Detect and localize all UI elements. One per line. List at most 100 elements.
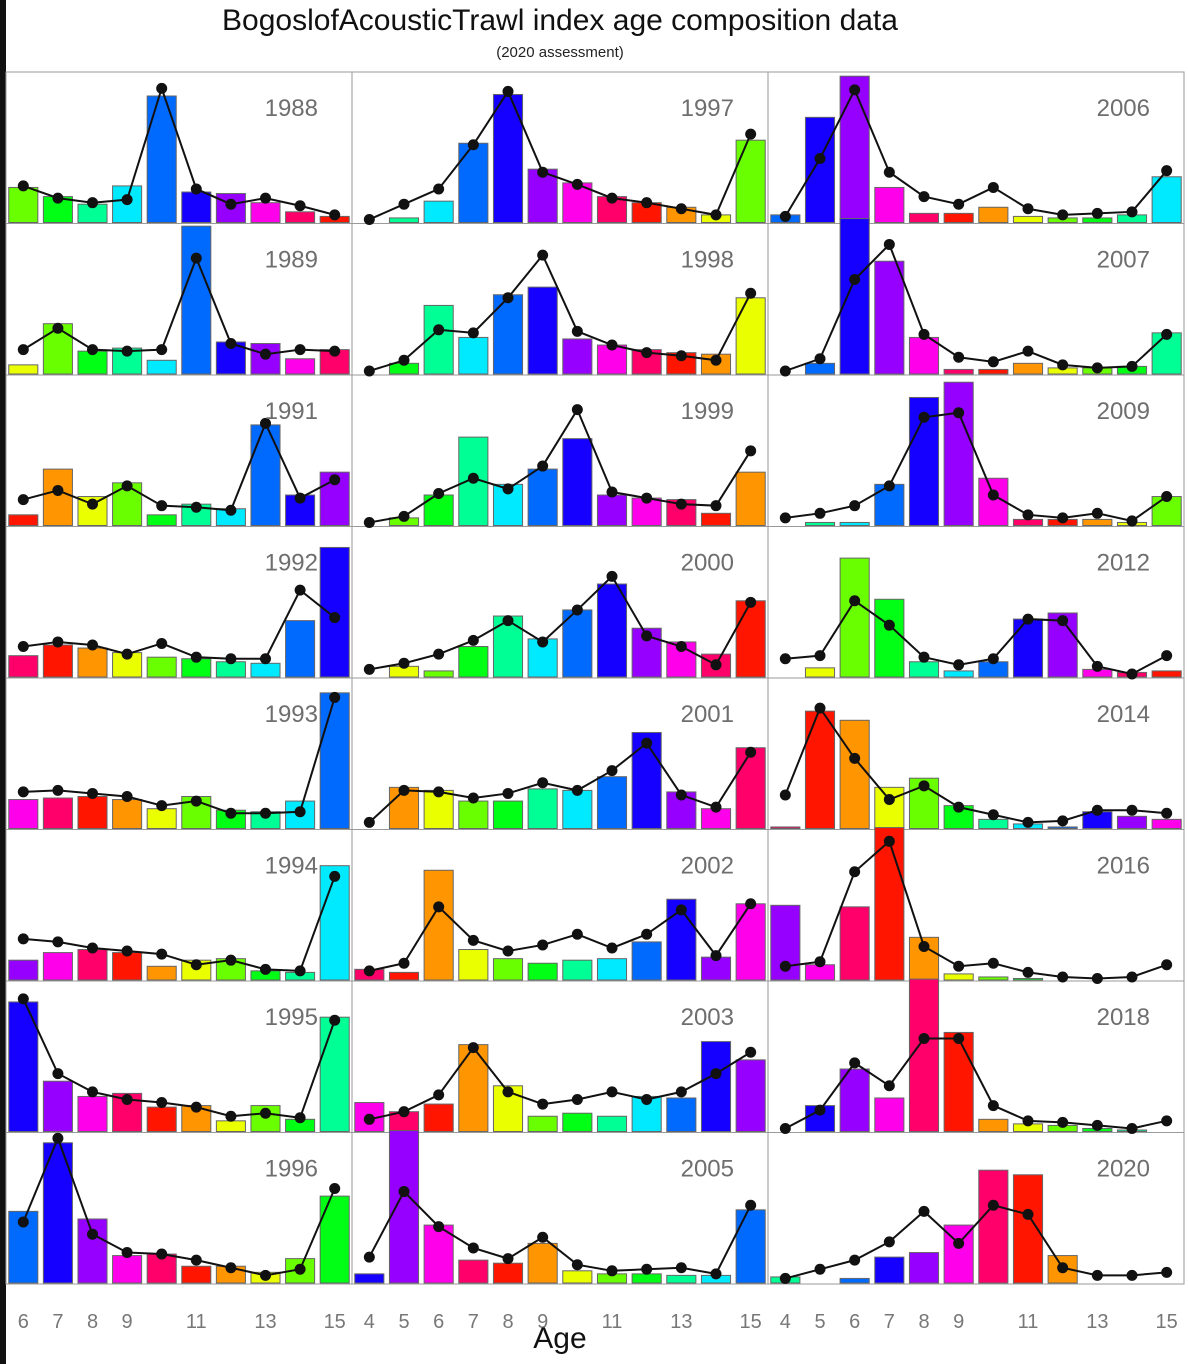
bar xyxy=(423,200,454,223)
fit-point xyxy=(606,486,618,498)
fit-point xyxy=(329,612,341,624)
fit-point xyxy=(156,82,168,94)
fit-point xyxy=(1091,507,1103,519)
fit-line xyxy=(23,876,336,972)
fit-point xyxy=(987,809,999,821)
fit-point xyxy=(121,945,133,957)
fit-point xyxy=(52,1068,64,1080)
fit-point xyxy=(814,507,826,519)
bar xyxy=(492,294,524,375)
bar xyxy=(596,958,628,981)
x-tick-label: 7 xyxy=(52,1311,63,1333)
fit-point xyxy=(329,345,341,357)
bar xyxy=(1047,826,1078,829)
bar xyxy=(978,477,1009,526)
bar xyxy=(596,1115,628,1132)
fit-point xyxy=(329,209,341,221)
fit-point xyxy=(17,1216,29,1228)
fit-line xyxy=(23,420,336,512)
bar xyxy=(527,1115,558,1132)
x-tick-label: 6 xyxy=(18,1311,29,1333)
bar xyxy=(527,788,558,830)
fit-point xyxy=(987,1100,999,1112)
fit-point xyxy=(121,790,133,802)
bar xyxy=(458,646,489,678)
fit-point xyxy=(1057,359,1069,371)
fit-point xyxy=(675,203,687,215)
bar xyxy=(8,364,39,375)
fit-point xyxy=(467,1042,479,1054)
x-tick-label: 5 xyxy=(398,1311,409,1333)
fit-point xyxy=(1126,206,1138,218)
fit-point xyxy=(467,327,479,339)
fit-point xyxy=(1091,660,1103,672)
fit-point xyxy=(606,339,618,351)
fit-point xyxy=(467,139,479,151)
fit-point xyxy=(571,178,583,190)
fit-point xyxy=(467,1242,479,1254)
fit-point xyxy=(1022,203,1034,215)
fit-point xyxy=(883,619,895,631)
bar xyxy=(181,191,212,224)
bar xyxy=(42,1080,73,1133)
fit-point xyxy=(225,338,237,350)
panel-year-label: 1991 xyxy=(265,398,318,425)
fit-point xyxy=(1091,804,1103,816)
fit-line xyxy=(785,1204,1167,1280)
fit-point xyxy=(641,737,653,749)
fit-point xyxy=(190,1254,202,1266)
fit-point xyxy=(571,404,583,416)
bar xyxy=(1012,618,1044,678)
panel-year-label: 1997 xyxy=(681,95,734,122)
bar xyxy=(112,952,143,981)
fit-point xyxy=(363,1251,375,1263)
fit-point xyxy=(1091,207,1103,219)
fit-point xyxy=(918,1033,930,1045)
bar xyxy=(1151,176,1182,223)
x-tick-label: 8 xyxy=(502,1311,513,1333)
fit-point xyxy=(502,292,514,304)
fit-point xyxy=(294,965,306,977)
fit-point xyxy=(537,249,549,261)
bar xyxy=(77,949,108,981)
fit-point xyxy=(17,786,29,798)
bar xyxy=(735,1209,766,1284)
bar xyxy=(908,212,940,224)
fit-point xyxy=(52,192,64,204)
fit-point xyxy=(260,1107,271,1119)
fit-point xyxy=(156,800,168,812)
bar xyxy=(562,959,593,981)
bar xyxy=(42,468,73,526)
bar xyxy=(250,424,281,526)
bar xyxy=(943,1031,974,1132)
bar xyxy=(596,776,628,830)
fit-point xyxy=(502,85,514,97)
x-tick-label: 8 xyxy=(87,1311,98,1333)
x-tick-label: 15 xyxy=(1156,1311,1178,1333)
bar xyxy=(146,656,177,678)
fit-point xyxy=(329,474,341,486)
fit-point xyxy=(398,1106,410,1118)
fit-point xyxy=(17,344,29,356)
bar xyxy=(943,381,974,526)
fit-point xyxy=(502,787,514,799)
fit-point xyxy=(1161,1266,1173,1278)
fit-point xyxy=(1161,1115,1173,1127)
fit-point xyxy=(121,1093,133,1105)
fit-point xyxy=(537,1098,549,1110)
fit-point xyxy=(398,510,410,522)
fit-point xyxy=(745,596,757,608)
bar xyxy=(8,1001,39,1132)
fit-point xyxy=(433,901,445,913)
fit-point xyxy=(433,324,445,336)
bar xyxy=(978,818,1009,829)
fit-line xyxy=(22,1135,336,1277)
fit-point xyxy=(606,1265,618,1277)
panel-year-label: 2001 xyxy=(681,701,734,728)
bar xyxy=(1151,670,1182,678)
fit-point xyxy=(849,595,861,607)
fit-point xyxy=(260,417,271,429)
bar xyxy=(354,1273,385,1284)
fit-point xyxy=(814,353,826,365)
fit-point xyxy=(1022,1208,1034,1220)
